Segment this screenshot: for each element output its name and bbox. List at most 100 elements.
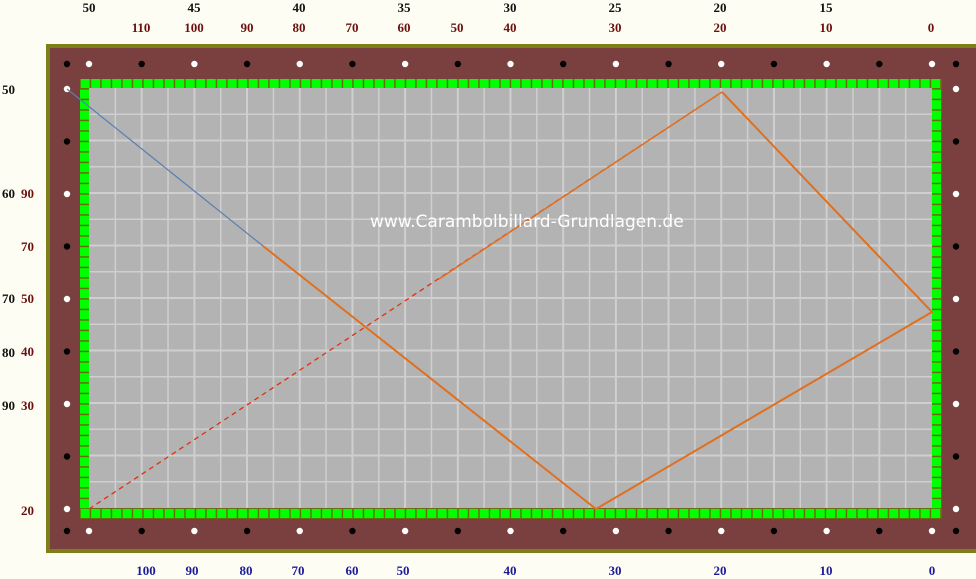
cushion-top bbox=[742, 79, 752, 88]
cushion-bottom bbox=[395, 509, 405, 518]
bottom-scale-label: 90 bbox=[185, 563, 199, 578]
cushion-left bbox=[80, 499, 89, 509]
left-scale-label-red: 20 bbox=[21, 503, 34, 518]
cushion-bottom bbox=[868, 509, 878, 518]
bottom-scale-label: 0 bbox=[928, 563, 936, 578]
cushion-top bbox=[332, 79, 342, 88]
bottom-scale-label: 30 bbox=[608, 563, 622, 578]
cushion-right bbox=[932, 457, 941, 467]
cushion-bottom bbox=[206, 509, 216, 518]
cushion-right bbox=[932, 488, 941, 498]
cushion-top bbox=[658, 79, 668, 88]
cushion-bottom bbox=[742, 509, 752, 518]
cushion-top bbox=[164, 79, 174, 88]
cushion-top bbox=[343, 79, 353, 88]
cushion-bottom bbox=[133, 509, 143, 518]
cushion-bottom bbox=[322, 509, 332, 518]
cushion-bottom bbox=[101, 509, 111, 518]
diamond-white bbox=[928, 60, 936, 68]
cushion-bottom bbox=[448, 509, 458, 518]
cushion-bottom bbox=[910, 509, 920, 518]
cushion-right bbox=[932, 352, 941, 362]
diamond-white bbox=[63, 505, 71, 513]
cushion-bottom bbox=[490, 509, 500, 518]
cushion-right bbox=[932, 362, 941, 372]
cushion-left bbox=[80, 289, 89, 299]
cushion-top bbox=[143, 79, 153, 88]
cushion-top bbox=[889, 79, 899, 88]
cushion-left bbox=[80, 131, 89, 141]
cushion-bottom bbox=[637, 509, 647, 518]
cushion-top bbox=[238, 79, 248, 88]
cushion-top bbox=[773, 79, 783, 88]
cushion-bottom bbox=[301, 509, 311, 518]
diamond-white bbox=[952, 400, 960, 408]
cushion-bottom bbox=[763, 509, 773, 518]
left-scale-label: 60 bbox=[2, 186, 15, 201]
diamond-black bbox=[63, 243, 71, 250]
cushion-top bbox=[857, 79, 867, 88]
cushion-top bbox=[553, 79, 563, 88]
cushion-top bbox=[301, 79, 311, 88]
cushion-left bbox=[80, 89, 89, 99]
diamond-white bbox=[63, 400, 71, 408]
top-scale-label: 50 bbox=[82, 0, 96, 15]
diamond-white bbox=[718, 527, 725, 535]
cushion-right bbox=[932, 320, 941, 330]
cushion-right bbox=[932, 110, 941, 120]
cushion-right bbox=[932, 257, 941, 267]
cushion-top bbox=[794, 79, 804, 88]
cushion-bottom bbox=[259, 509, 269, 518]
cushion-bottom bbox=[217, 509, 227, 518]
top-scale-label-red: 40 bbox=[503, 20, 517, 35]
diamond-white bbox=[296, 527, 303, 535]
diamond-black bbox=[243, 527, 251, 535]
cushion-bottom bbox=[343, 509, 353, 518]
diamond-white bbox=[191, 527, 198, 535]
cushion-right bbox=[932, 425, 941, 435]
cushion-right bbox=[932, 236, 941, 246]
cushion-top bbox=[175, 79, 185, 88]
cushion-bottom bbox=[364, 509, 374, 518]
cushion-top bbox=[91, 79, 101, 88]
cushion-left bbox=[80, 488, 89, 498]
diamond-black bbox=[138, 60, 145, 68]
cushion-top bbox=[899, 79, 909, 88]
cushion-bottom bbox=[836, 509, 846, 518]
cushion-bottom bbox=[805, 509, 815, 518]
cushion-bottom bbox=[626, 509, 636, 518]
cushion-bottom bbox=[416, 509, 426, 518]
watermark: www.Carambolbillard-Grundlagen.de bbox=[370, 212, 684, 232]
diamond-white bbox=[296, 60, 303, 68]
cushion-right bbox=[932, 247, 941, 257]
top-scale-label: 30 bbox=[503, 0, 517, 15]
diamond-black bbox=[876, 527, 883, 535]
cushion-right bbox=[932, 478, 941, 488]
cushion-right bbox=[932, 331, 941, 341]
cushion-top bbox=[406, 79, 416, 88]
diamond-white bbox=[612, 527, 620, 535]
cushion-top bbox=[490, 79, 500, 88]
diamond-black bbox=[63, 348, 71, 355]
cushion-bottom bbox=[500, 509, 510, 518]
diamond-black bbox=[770, 60, 778, 68]
cushion-left bbox=[80, 163, 89, 173]
diamond-white bbox=[401, 60, 409, 68]
cushion-bottom bbox=[143, 509, 153, 518]
diamond-white bbox=[85, 60, 93, 68]
cushion-bottom bbox=[574, 509, 584, 518]
cushion-right bbox=[932, 184, 941, 194]
left-scale-label: 50 bbox=[2, 82, 15, 97]
cushion-left bbox=[80, 404, 89, 414]
cushion-left bbox=[80, 247, 89, 257]
cushion-left bbox=[80, 257, 89, 267]
cushion-right bbox=[932, 394, 941, 404]
diamond-black bbox=[665, 527, 672, 535]
cushion-top bbox=[689, 79, 699, 88]
diamond-white bbox=[952, 85, 960, 93]
cushion-bottom bbox=[80, 509, 90, 518]
cushion-top bbox=[637, 79, 647, 88]
cushion-right bbox=[932, 142, 941, 152]
diamond-black bbox=[63, 453, 71, 460]
top-scale-label-red: 70 bbox=[345, 20, 359, 35]
